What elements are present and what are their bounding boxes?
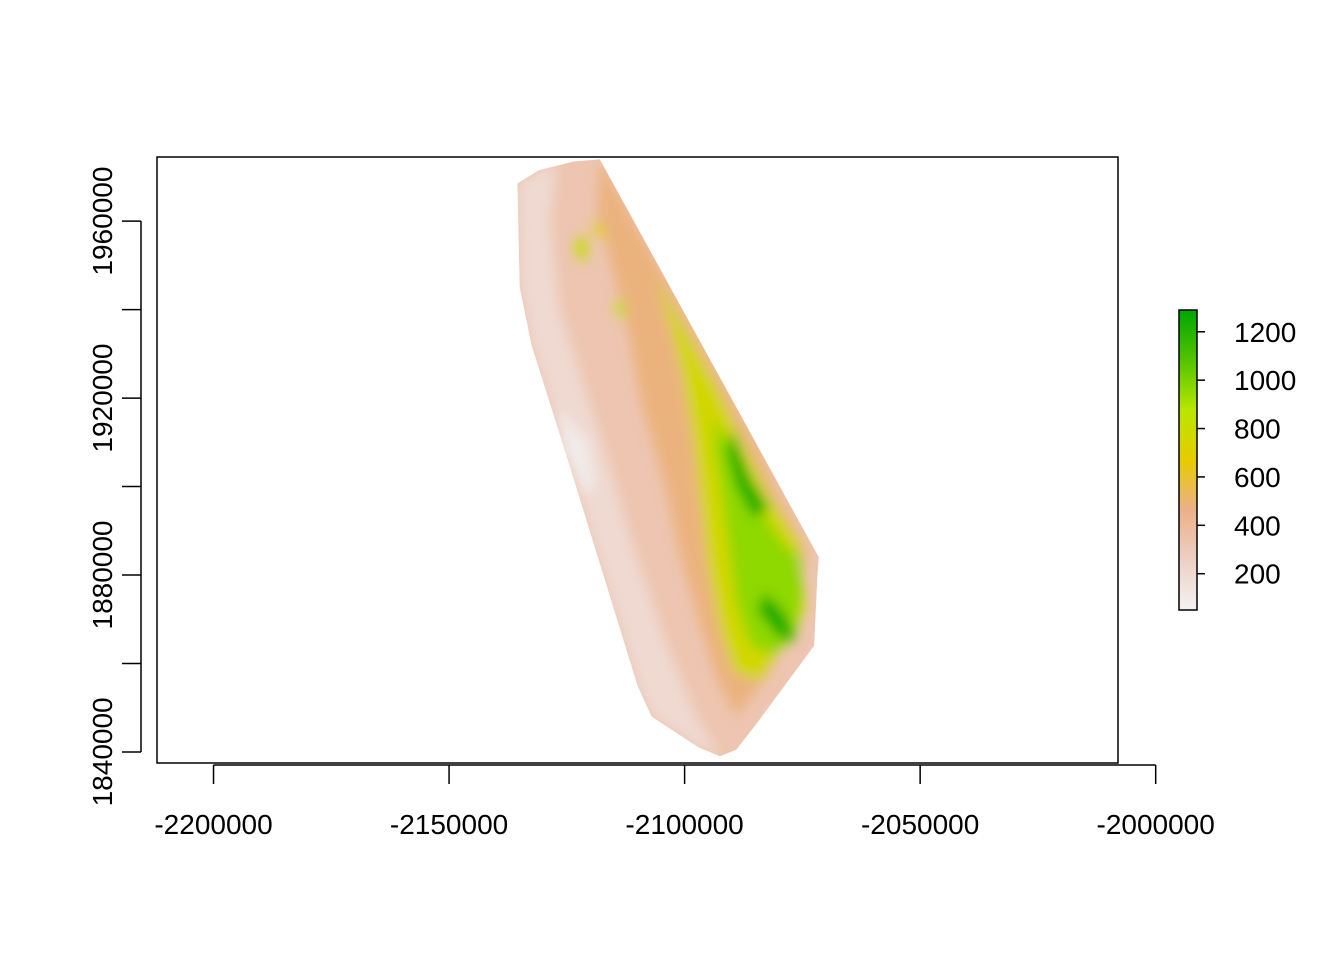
x-tick-label: -2150000: [390, 809, 508, 840]
legend-tick-label: 200: [1234, 559, 1281, 590]
y-tick-label: 1880000: [87, 520, 118, 629]
y-tick-label: 1960000: [87, 167, 118, 276]
legend-tick-label: 400: [1234, 510, 1281, 541]
plot-frame: [156, 156, 1119, 764]
legend-tick-label: 1200: [1234, 317, 1296, 348]
elevation-zone-1: [557, 406, 596, 496]
y-axis: 1840000 1880000 1920000 1960000: [87, 167, 142, 806]
x-axis: -2200000 -2150000 -2100000 -2050000 -2000000: [154, 764, 1215, 840]
x-tick-label: -2100000: [625, 809, 743, 840]
legend-tick-label: 1000: [1234, 365, 1296, 396]
x-tick-label: -2000000: [1097, 809, 1215, 840]
elevation-zone-5: [727, 429, 770, 518]
y-tick-label: 1920000: [87, 344, 118, 453]
elevation-zones: [517, 159, 808, 757]
elevation-raster: [517, 159, 819, 757]
legend-tick-label: 600: [1234, 462, 1281, 493]
y-tick-label: 1840000: [87, 697, 118, 806]
x-tick-label: -2050000: [861, 809, 979, 840]
raster-clipped-group: [517, 159, 819, 757]
elevation-zone-8: [613, 296, 629, 319]
elevation-zone-0: [517, 165, 720, 757]
color-legend: 200 400 600 800 1000 1200: [1178, 309, 1296, 611]
legend-color-bar: [1178, 309, 1198, 611]
elevation-zone-9: [592, 218, 607, 241]
legend-tick-label: 800: [1234, 414, 1281, 445]
elevation-zone-6: [757, 592, 796, 642]
x-tick-label: -2200000: [154, 809, 272, 840]
elevation-zone-7: [573, 234, 588, 266]
